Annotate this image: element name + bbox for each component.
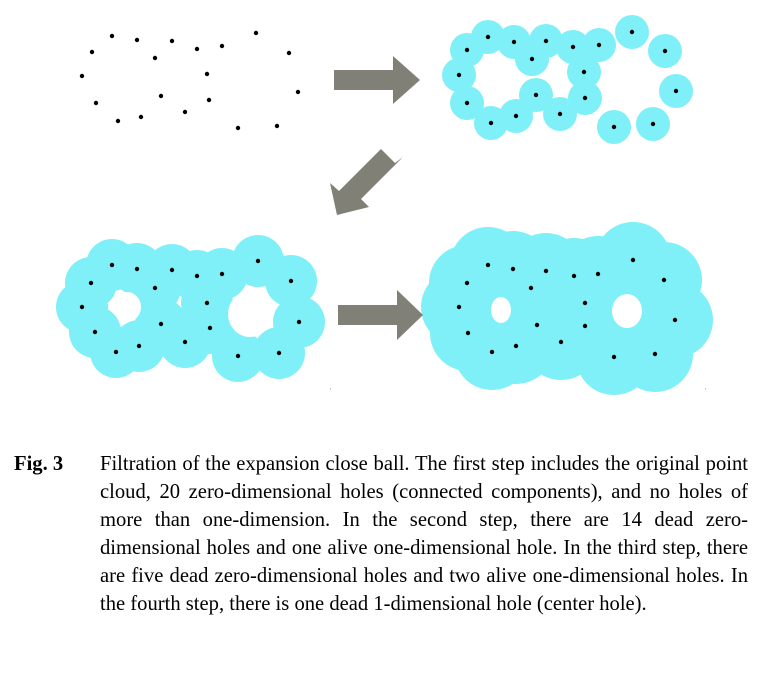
step-4-point — [582, 323, 588, 329]
step-3-point — [169, 267, 175, 273]
step-2-point — [582, 95, 588, 101]
arrow-step-2-to-3 — [330, 149, 403, 215]
panel-step-1 — [79, 30, 301, 131]
step-4-point — [485, 262, 491, 268]
caption-label: Fig. 3 — [14, 453, 64, 475]
step-1-point — [219, 43, 225, 49]
step-2-point — [533, 92, 539, 98]
panel-step-2 — [442, 15, 693, 144]
panel-step-4 — [421, 222, 713, 395]
step-2-point — [557, 111, 563, 117]
step-1-point — [89, 49, 95, 55]
step-2-point — [596, 42, 602, 48]
step-1-point — [93, 100, 99, 106]
step-3-point — [79, 304, 85, 310]
step-4-point — [456, 304, 462, 310]
step-arrows — [330, 56, 423, 340]
step-2-point — [513, 113, 519, 119]
step-2-point — [543, 38, 549, 44]
step-4-point — [513, 343, 519, 349]
step-4-point — [465, 330, 471, 336]
step-3-point — [276, 350, 282, 356]
step-1-point — [295, 89, 301, 95]
step-4-point — [672, 317, 678, 323]
step-1-point — [204, 71, 210, 77]
step-2-point — [570, 44, 576, 50]
step-3-point — [92, 329, 98, 335]
step-3-point — [219, 271, 225, 277]
step-1-point — [152, 55, 158, 61]
step-4-point — [489, 349, 495, 355]
step-3-hole — [113, 292, 141, 322]
step-4-point — [582, 300, 588, 306]
arrow-step-3-to-4 — [338, 290, 423, 340]
step-1-point — [79, 73, 85, 79]
step-1-point — [115, 118, 121, 124]
step-4-point — [510, 266, 516, 272]
step-3-point — [88, 280, 94, 286]
filtration-figure — [56, 15, 713, 395]
step-3-point — [109, 262, 115, 268]
filtration-panels — [56, 15, 713, 395]
step-2-point — [529, 56, 535, 62]
step-4-point — [534, 322, 540, 328]
step-1-point — [158, 93, 164, 99]
step-2-point — [611, 124, 617, 130]
step-3-hole — [228, 291, 272, 337]
step-4-point — [652, 351, 658, 357]
step-1-point — [194, 46, 200, 52]
step-2-point — [581, 69, 587, 75]
step-4-point — [464, 280, 470, 286]
step-3-point — [158, 321, 164, 327]
step-2-point — [456, 72, 462, 78]
step-3-point — [182, 339, 188, 345]
step-1-point — [138, 114, 144, 120]
caption-text: Filtration of the expansion close ball. … — [100, 453, 748, 615]
step-1-point — [253, 30, 259, 36]
step-3-point — [288, 278, 294, 284]
step-2-point — [464, 47, 470, 53]
step-1-point — [235, 125, 241, 131]
step-1-point — [274, 123, 280, 129]
step-1-point — [286, 50, 292, 56]
step-1-point — [134, 37, 140, 43]
step-2-point — [485, 34, 491, 40]
step-2-point — [464, 100, 470, 106]
step-1-point — [206, 97, 212, 103]
step-1-point — [109, 33, 115, 39]
step-3-point — [207, 325, 213, 331]
step-2-point — [511, 39, 517, 45]
step-3-point — [152, 285, 158, 291]
step-4-point — [661, 277, 667, 283]
step-4-hole — [612, 294, 642, 328]
step-3-point — [134, 266, 140, 272]
step-4-point — [543, 268, 549, 274]
step-3-point — [204, 300, 210, 306]
step-4-point — [528, 285, 534, 291]
step-4-hole — [491, 297, 511, 323]
panel-step-3 — [56, 235, 325, 382]
step-3-point — [255, 258, 261, 264]
step-3-point — [194, 273, 200, 279]
arrow-step-1-to-2 — [334, 56, 420, 104]
step-3-point — [136, 343, 142, 349]
step-1-point — [182, 109, 188, 115]
step-1-point — [169, 38, 175, 44]
step-4-point — [611, 354, 617, 360]
step-2-point — [650, 121, 656, 127]
step-3-point — [235, 353, 241, 359]
step-4-point — [571, 273, 577, 279]
step-3-point — [113, 349, 119, 355]
step-2-point — [673, 88, 679, 94]
step-2-point — [488, 120, 494, 126]
step-4-point — [595, 271, 601, 277]
step-4-point — [558, 339, 564, 345]
step-2-point — [629, 29, 635, 35]
step-2-point — [662, 48, 668, 54]
step-3-point — [296, 319, 302, 325]
step-4-point — [630, 257, 636, 263]
